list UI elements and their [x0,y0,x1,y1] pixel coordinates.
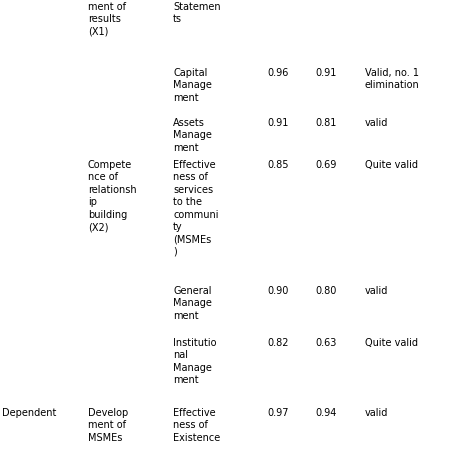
Text: Dependent: Dependent [2,408,57,418]
Text: valid: valid [365,118,388,128]
Text: 0.81: 0.81 [315,118,337,128]
Text: 0.91: 0.91 [315,68,337,78]
Text: valid: valid [365,408,388,418]
Text: 0.85: 0.85 [268,160,289,170]
Text: 0.94: 0.94 [315,408,337,418]
Text: Statemen
ts: Statemen ts [173,2,220,24]
Text: 0.63: 0.63 [315,338,337,348]
Text: Valid, no. 1
elimination: Valid, no. 1 elimination [365,68,420,91]
Text: ment of
results
(X1): ment of results (X1) [88,2,126,37]
Text: General
Manage
ment: General Manage ment [173,286,212,321]
Text: 0.97: 0.97 [268,408,289,418]
Text: 0.82: 0.82 [268,338,289,348]
Text: Effective
ness of
services
to the
communi
ty
(MSMEs
): Effective ness of services to the commun… [173,160,219,257]
Text: Develop
ment of
MSMEs: Develop ment of MSMEs [88,408,128,443]
Text: 0.69: 0.69 [315,160,337,170]
Text: 0.80: 0.80 [315,286,337,296]
Text: Capital
Manage
ment: Capital Manage ment [173,68,212,103]
Text: 0.91: 0.91 [268,118,289,128]
Text: Assets
Manage
ment: Assets Manage ment [173,118,212,153]
Text: Institutio
nal
Manage
ment: Institutio nal Manage ment [173,338,217,385]
Text: 0.96: 0.96 [268,68,289,78]
Text: Compete
nce of
relationsh
ip
building
(X2): Compete nce of relationsh ip building (X… [88,160,137,232]
Text: Quite valid: Quite valid [365,160,418,170]
Text: 0.90: 0.90 [268,286,289,296]
Text: valid: valid [365,286,388,296]
Text: Quite valid: Quite valid [365,338,418,348]
Text: Effective
ness of
Existence: Effective ness of Existence [173,408,220,443]
